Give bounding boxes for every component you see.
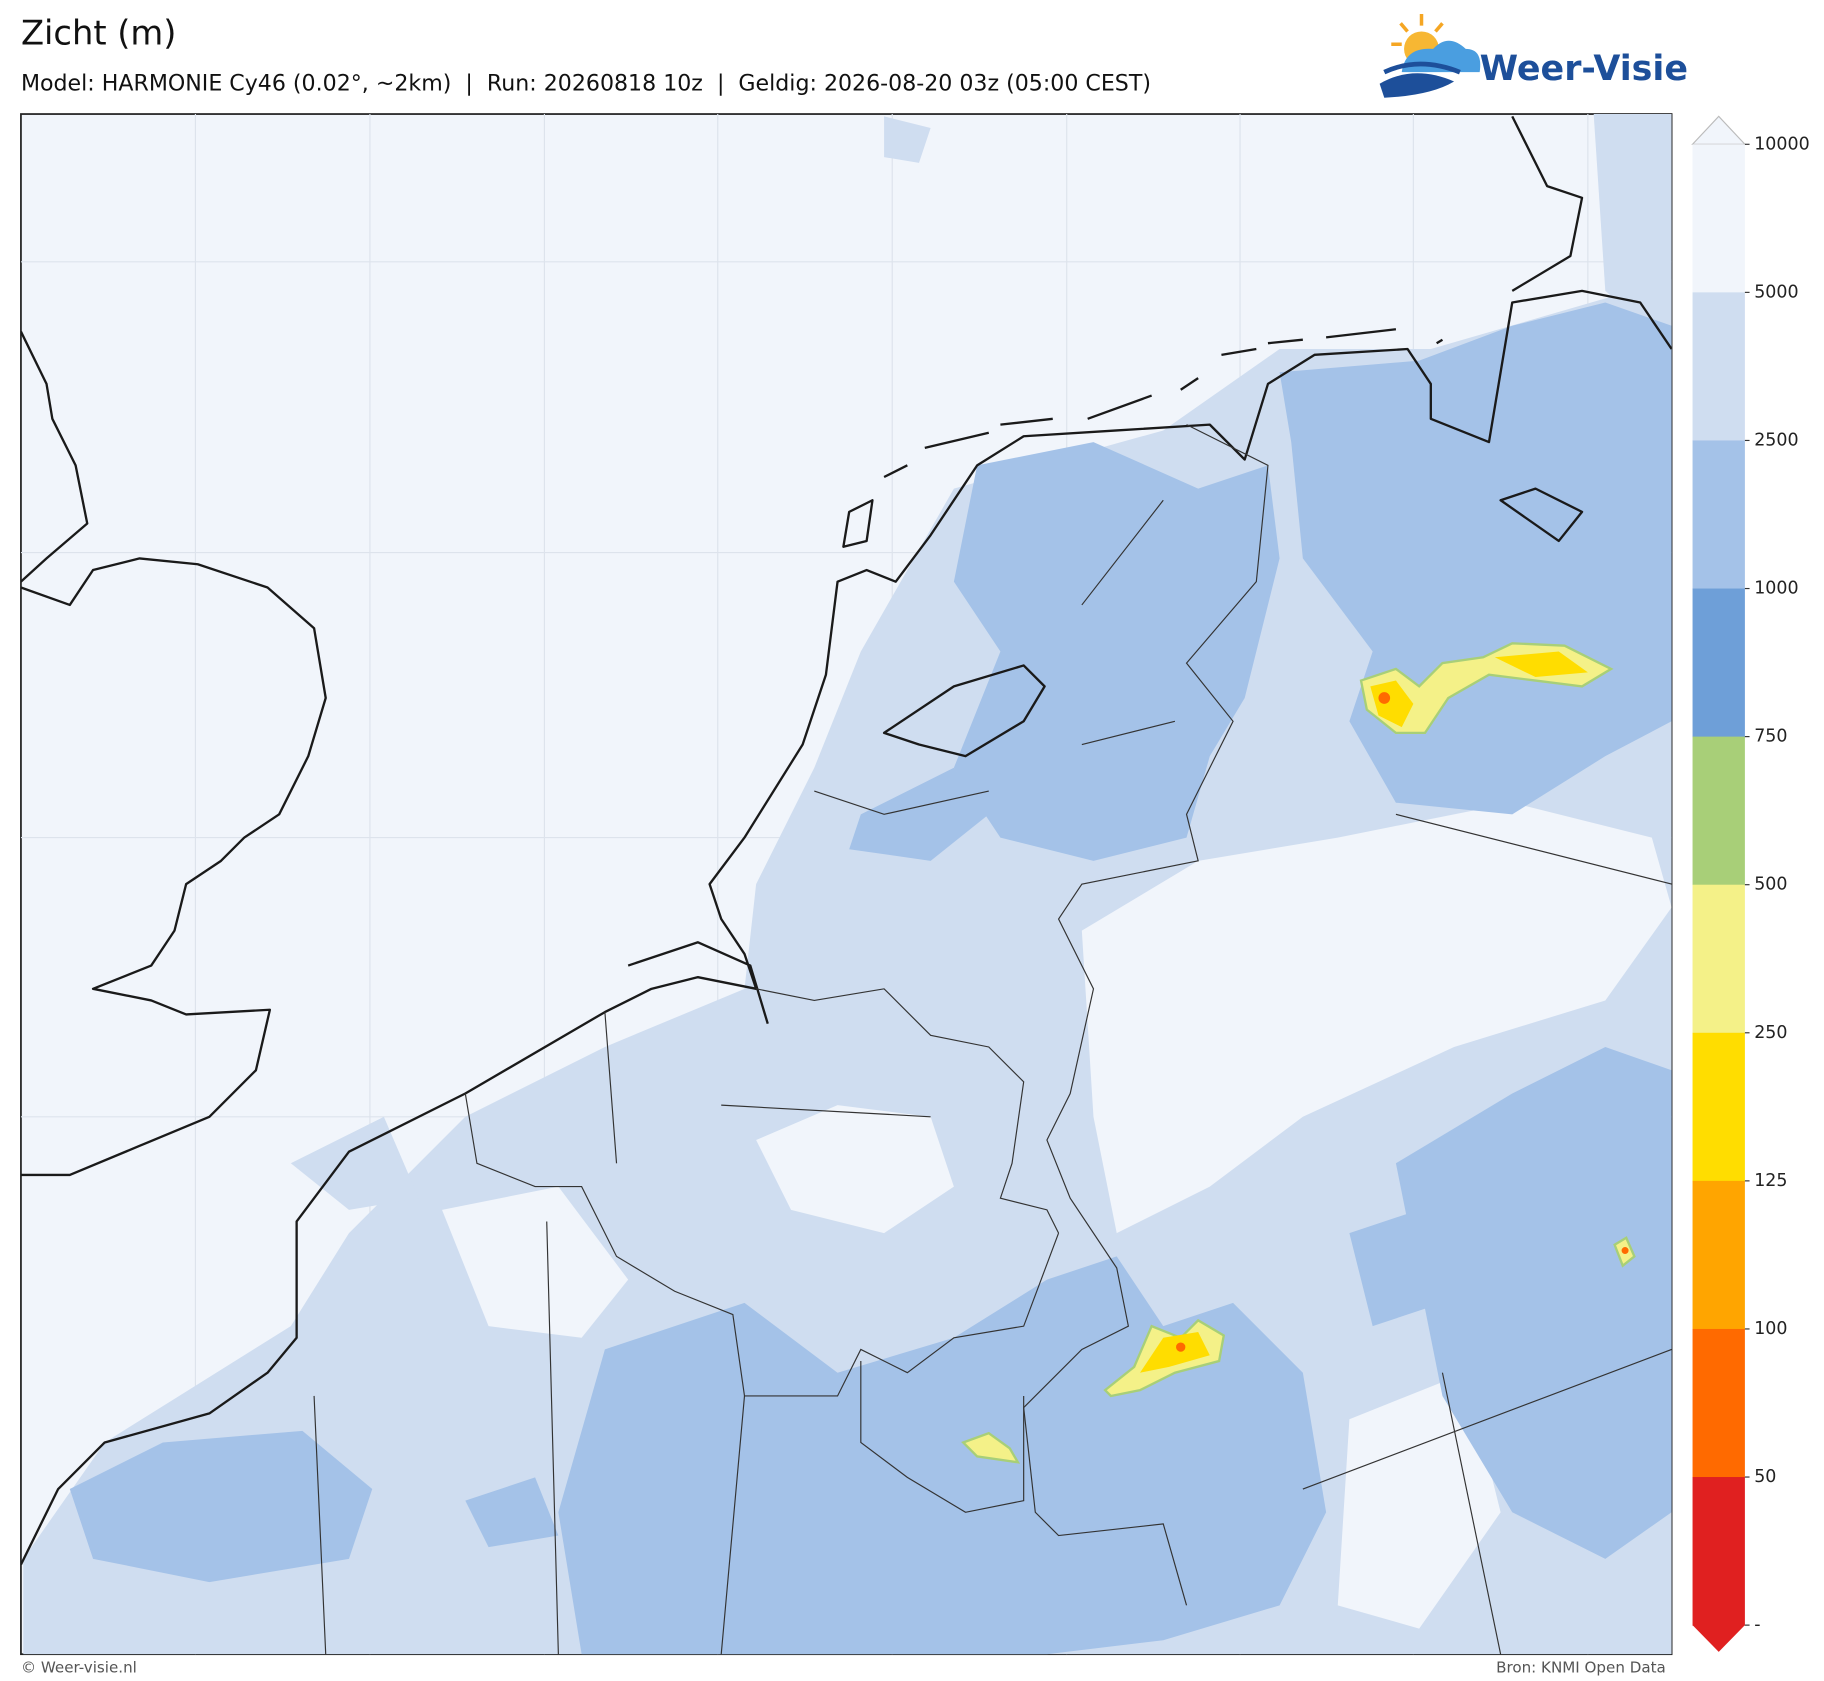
colorbar: 10000 5000 2500 1000 750 500 250 125 100 50 - [1691,115,1810,1652]
colorbar-label: 750 [1754,727,1787,747]
colorbar-label: - [1754,1615,1760,1635]
colorbar-label: 2500 [1754,430,1798,450]
footer-right: Bron: KNMI Open Data [1496,1659,1666,1677]
colorbar-extend-bottom [1692,1625,1745,1652]
colorbar-band [1692,1032,1745,1182]
logo: Weer-Visie [1379,13,1688,98]
colorbar-band [1692,736,1745,886]
colorbar-label: 5000 [1754,282,1798,302]
colorbar-label: 1000 [1754,579,1798,599]
colorbar-label: 100 [1754,1319,1787,1339]
colorbar-label: 50 [1754,1467,1776,1487]
colorbar-label: 250 [1754,1023,1787,1043]
colorbar-band [1692,440,1745,590]
colorbar-band [1692,588,1745,738]
colorbar-band [1692,144,1745,293]
colorbar-label: 500 [1754,875,1787,895]
colorbar-label: 10000 [1754,134,1809,154]
colorbar-band [1692,292,1745,442]
colorbar-band [1692,1477,1745,1626]
colorbar-extend-top [1691,115,1747,145]
colorbar-label: 125 [1754,1171,1787,1191]
colorbar-band [1692,884,1745,1034]
colorbar-band [1692,1328,1745,1478]
map [20,113,1673,1656]
subtitle: Model: HARMONIE Cy46 (0.02°, ~2km) | Run… [21,70,1151,96]
title: Zicht (m) [21,13,176,52]
footer-left: © Weer-visie.nl [21,1659,137,1677]
logo-text: Weer-Visie [1480,49,1688,89]
colorbar-band [1692,1180,1745,1330]
